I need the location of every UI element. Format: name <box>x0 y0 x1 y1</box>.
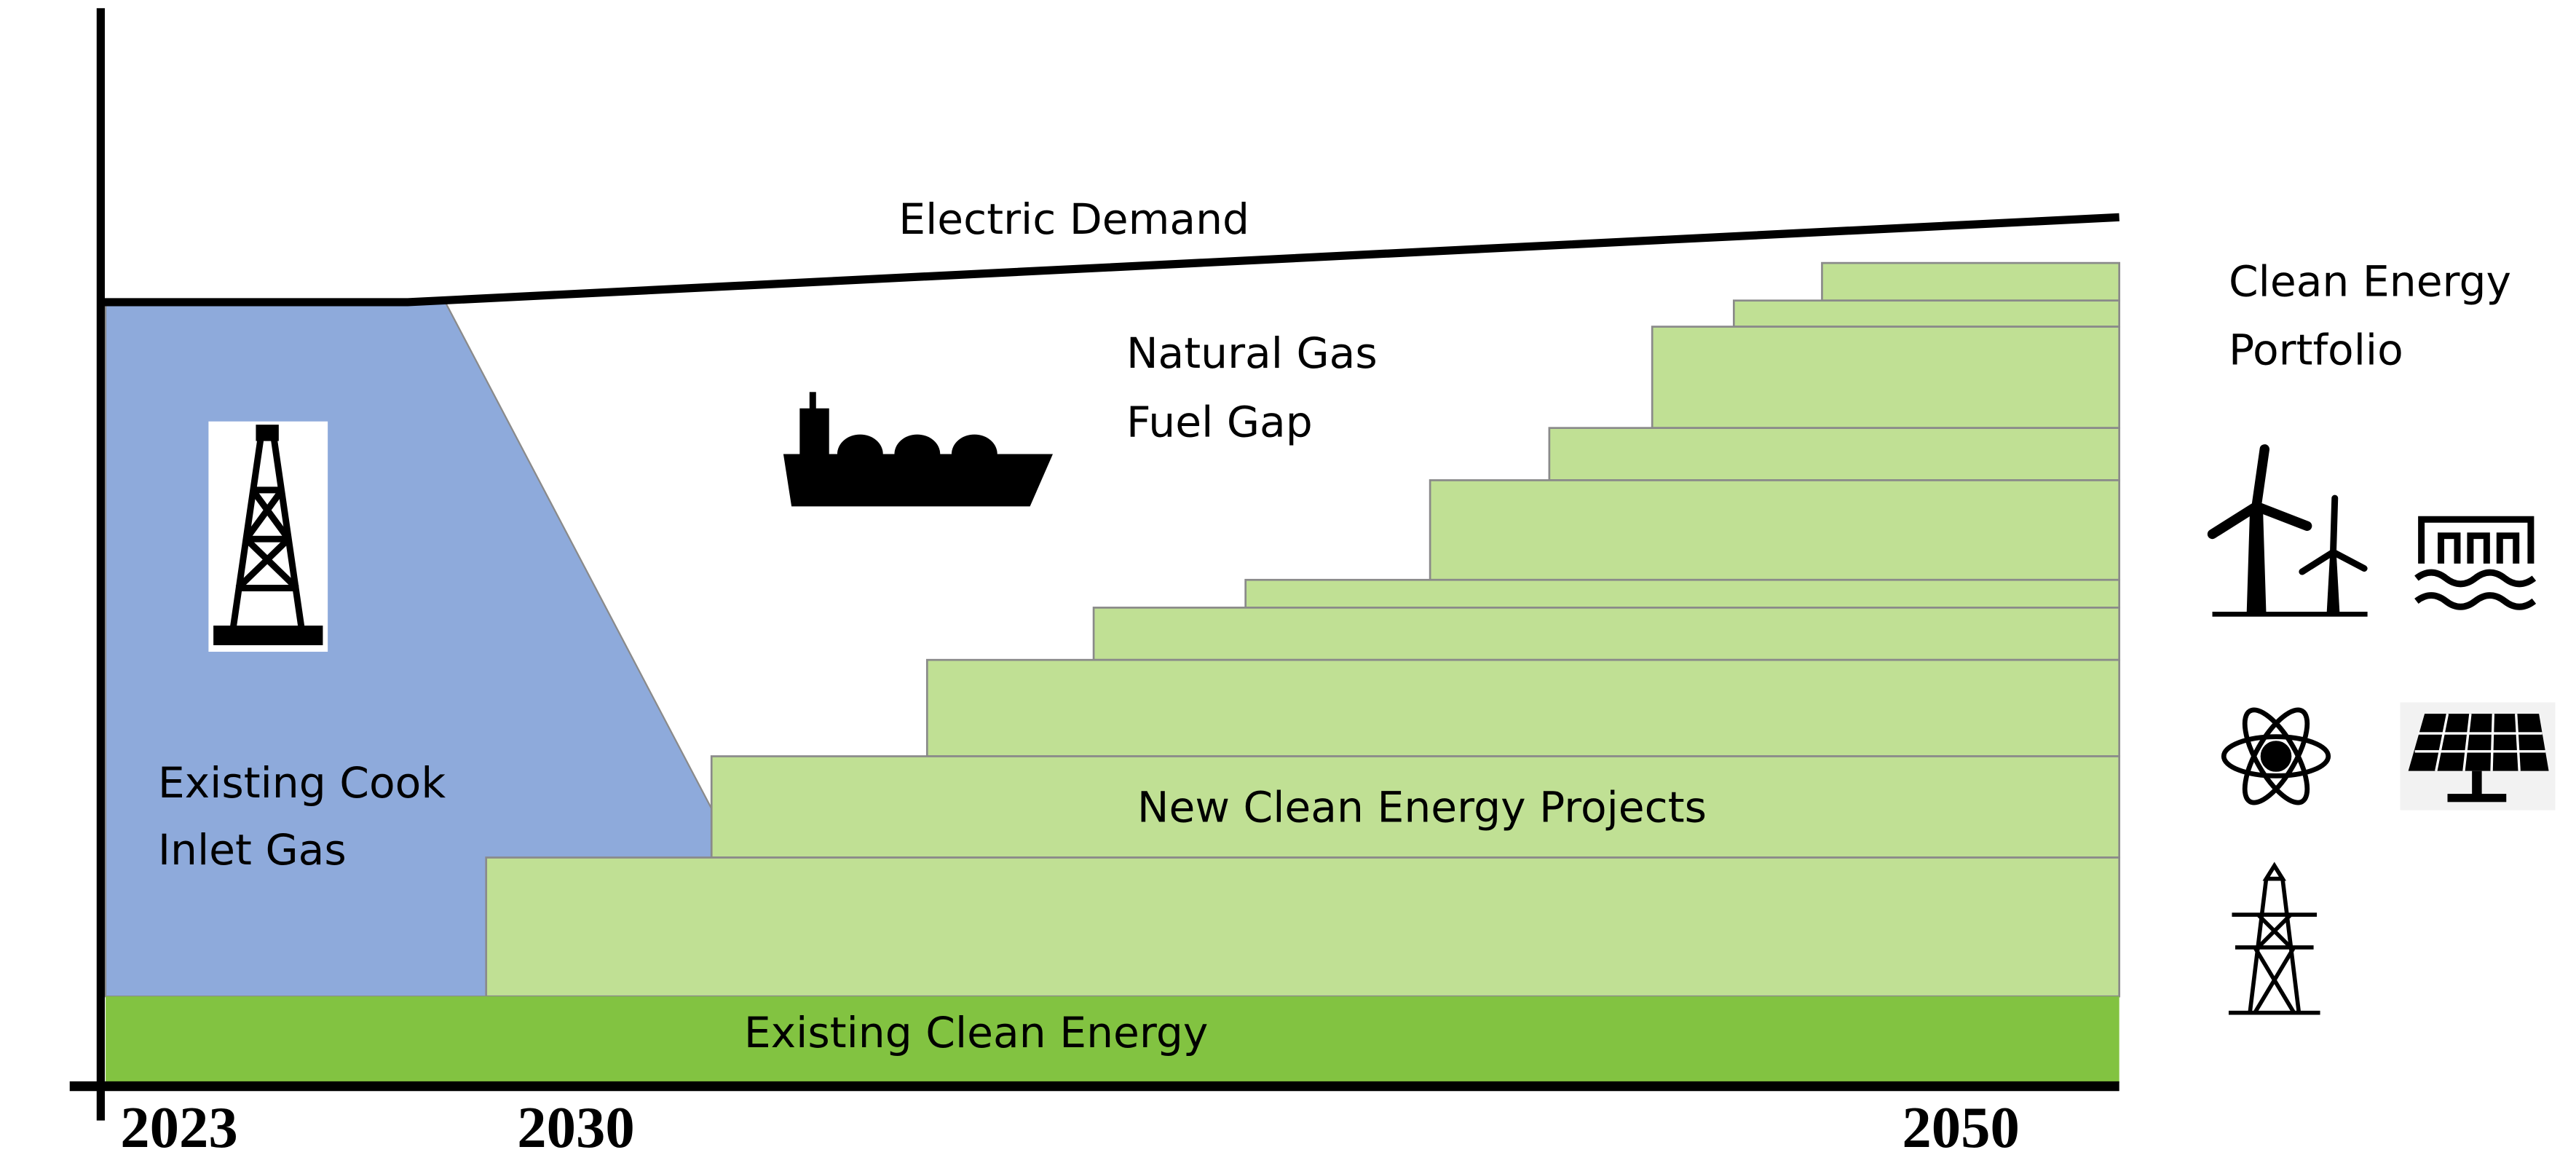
ship-icon <box>783 392 1054 507</box>
gas-label: Existing Cook <box>158 758 446 808</box>
step <box>1429 479 2121 581</box>
atom-icon <box>2221 707 2331 805</box>
step <box>1821 261 2121 302</box>
step <box>1244 578 2121 609</box>
year-label: 2023 <box>120 1095 237 1160</box>
gap-label: Natural Gas <box>1126 328 1378 378</box>
derrick-icon <box>208 421 328 652</box>
hydro-icon <box>2414 516 2537 610</box>
gas-label: Inlet Gas <box>158 825 347 875</box>
portfolio-label: Clean Energy <box>2229 256 2511 306</box>
projects-label: New Clean Energy Projects <box>1137 783 1707 832</box>
year-label: 2030 <box>517 1095 634 1160</box>
solar-icon <box>2400 702 2556 811</box>
step <box>925 658 2121 757</box>
tower-icon <box>2228 862 2320 1015</box>
demand-label: Electric Demand <box>898 194 1249 244</box>
demand-line <box>100 213 2119 307</box>
step <box>485 856 2121 998</box>
clean-steps <box>485 261 2121 998</box>
step <box>1548 427 2121 481</box>
step <box>1092 607 2121 661</box>
existing-clean-band <box>106 996 2119 1084</box>
existing-clean-label: Existing Clean Energy <box>744 1008 1209 1057</box>
step <box>1732 299 2121 328</box>
step <box>710 755 2121 859</box>
wind-icon <box>2207 444 2368 617</box>
gap-label: Fuel Gap <box>1126 397 1313 446</box>
step <box>1651 326 2121 430</box>
year-label: 2050 <box>1902 1095 2019 1160</box>
portfolio-label: Portfolio <box>2229 326 2403 375</box>
